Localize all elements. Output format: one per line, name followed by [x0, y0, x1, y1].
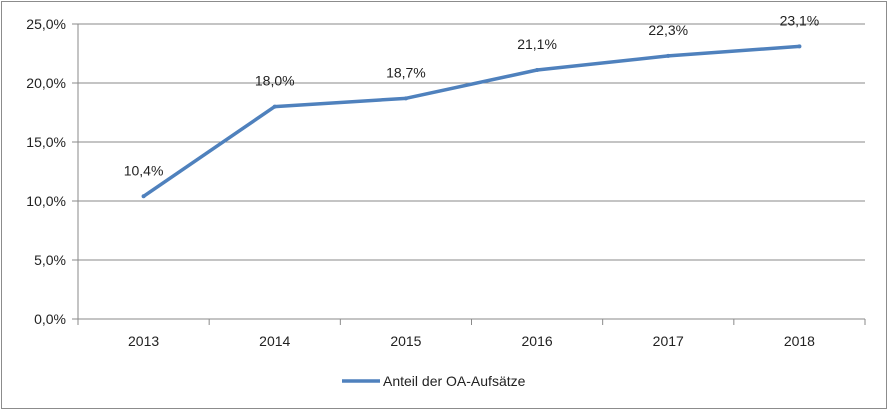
- x-tick-label: 2014: [259, 333, 290, 349]
- data-point: [141, 194, 146, 199]
- y-axis-ticks: 0,0% 5,0% 10,0% 15,0% 20,0% 25,0%: [26, 16, 78, 327]
- legend-label: Anteil der OA-Aufsätze: [383, 373, 526, 389]
- y-tick-label: 15,0%: [26, 134, 66, 150]
- gridlines: [78, 23, 865, 261]
- legend: Anteil der OA-Aufsätze: [342, 373, 526, 389]
- x-tick-label: 2018: [784, 333, 815, 349]
- y-tick-label: 5,0%: [34, 252, 66, 268]
- data-label: 10,4%: [124, 162, 164, 178]
- y-tick-label: 0,0%: [34, 311, 66, 327]
- axes: [77, 24, 865, 320]
- data-label: 18,7%: [386, 64, 426, 80]
- x-tick-label: 2015: [390, 333, 421, 349]
- data-point: [272, 104, 277, 109]
- series-line: [141, 44, 802, 199]
- data-point: [535, 68, 540, 73]
- y-tick-label: 25,0%: [26, 16, 66, 32]
- data-labels: 10,4% 18,0% 18,7% 21,1% 22,3% 23,1%: [124, 12, 820, 178]
- series-layer: [141, 44, 802, 199]
- data-point: [403, 96, 408, 101]
- data-label: 21,1%: [517, 36, 557, 52]
- data-point: [797, 44, 802, 49]
- x-tick-label: 2017: [653, 333, 684, 349]
- data-label: 22,3%: [648, 22, 688, 38]
- x-axis-ticks: 2013 2014 2015 2016 2017 2018: [77, 319, 866, 349]
- data-label: 18,0%: [255, 73, 295, 89]
- data-point: [666, 53, 671, 58]
- y-tick-label: 20,0%: [26, 75, 66, 91]
- x-tick-label: 2016: [522, 333, 553, 349]
- y-tick-label: 10,0%: [26, 193, 66, 209]
- data-label: 23,1%: [780, 12, 820, 28]
- x-tick-label: 2013: [128, 333, 159, 349]
